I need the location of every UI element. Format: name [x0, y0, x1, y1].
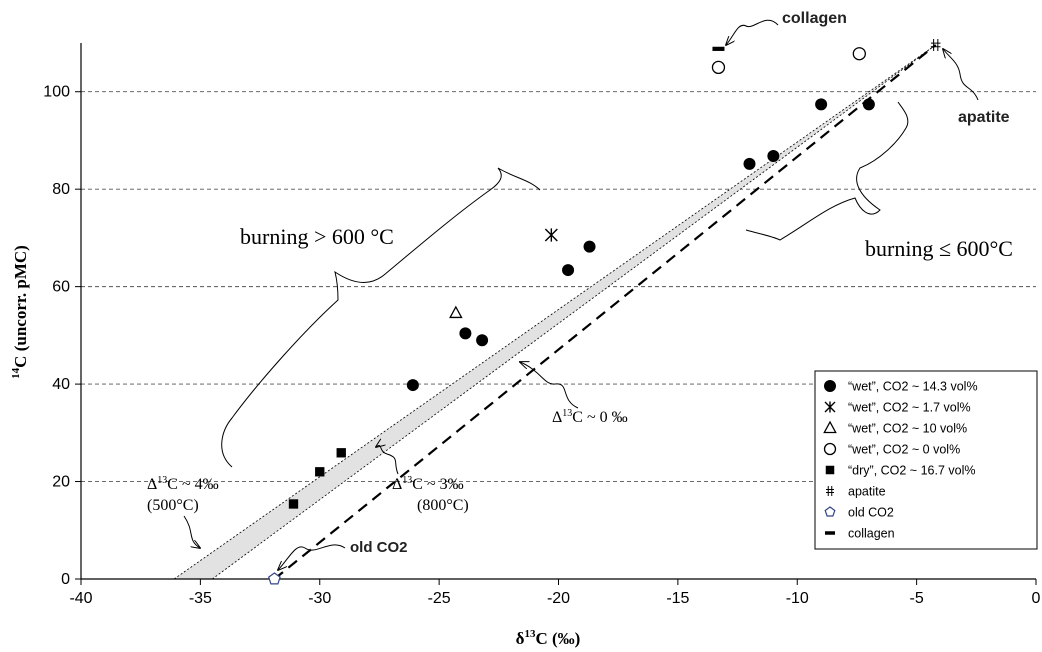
reference-lines	[173, 44, 937, 580]
legend-marker	[825, 531, 835, 535]
legend-marker	[824, 506, 836, 517]
x-tick-label: -40	[69, 590, 92, 607]
legend-marker	[824, 401, 836, 413]
legend-label: “wet”, CO2 ~ 10 vol%	[848, 422, 967, 436]
delta4-arrow	[183, 515, 200, 548]
data-point	[862, 98, 875, 111]
old-co2-arrow	[278, 544, 346, 570]
annotations: collagen apatite old CO2 burning > 600 °…	[147, 10, 1013, 570]
data-point	[476, 334, 489, 347]
y-tick-label: 20	[52, 474, 70, 491]
data-point	[815, 98, 828, 111]
collagen-arrow	[726, 19, 779, 45]
collagen-label: collagen	[782, 10, 847, 27]
x-tick-label: -20	[547, 590, 570, 607]
x-tick-label: -15	[666, 590, 689, 607]
legend-label: “dry”, CO2 ~ 16.7 vol%	[848, 464, 975, 478]
data-point	[315, 467, 325, 477]
data-point	[852, 47, 866, 61]
data-point	[459, 327, 472, 340]
x-tick-label: 0	[1032, 590, 1041, 607]
data-point	[267, 572, 281, 585]
tick-labels: -40 -35 -30 -25 -20 -15 -10 -5 0 0 20 40 60 80 100	[43, 84, 1040, 607]
data-point	[336, 448, 346, 458]
reference-line-0	[273, 44, 937, 580]
data-point	[544, 228, 558, 242]
reference-line-2	[173, 44, 936, 580]
legend-marker	[824, 380, 836, 392]
burning-low-label: burning ≤ 600°C	[865, 236, 1013, 261]
legend-label: collagen	[848, 527, 895, 541]
legend: “wet”, CO2 ~ 14.3 vol% “wet”, CO2 ~ 1.7 v…	[814, 370, 1038, 550]
x-tick-label: -10	[786, 590, 809, 607]
x-tick-label: -30	[308, 590, 331, 607]
burning-high-label: burning > 600 °C	[240, 224, 394, 249]
legend-label: old CO2	[848, 506, 894, 520]
data-point	[406, 379, 419, 392]
legend-label: “wet”, CO2 ~ 14.3 vol%	[848, 380, 978, 394]
delta0-arrow	[520, 362, 579, 409]
data-point	[930, 38, 941, 51]
legend-label: “wet”, CO2 ~ 1.7 vol%	[848, 401, 971, 415]
y-tick-label: 0	[61, 571, 70, 588]
legend-marker	[826, 486, 834, 496]
burning-high-brace	[221, 167, 541, 468]
y-tick-label: 40	[52, 376, 70, 393]
delta3-temp-label: (800°C)	[417, 497, 469, 514]
x-tick-label: -25	[428, 590, 451, 607]
data-point	[712, 46, 725, 51]
y-axis-title: 14C (uncorr. pMC)	[10, 245, 30, 379]
legend-marker	[823, 442, 837, 456]
data-point	[767, 150, 780, 163]
apatite-label: apatite	[958, 109, 1010, 126]
x-tick-label: -5	[910, 590, 924, 607]
data-point	[711, 60, 726, 75]
legend-label: “wet”, CO2 ~ 0 vol%	[848, 443, 960, 457]
data-point	[743, 157, 756, 170]
data-point	[449, 305, 463, 319]
data-point	[583, 240, 596, 253]
delta4-label: Δ13C ~ 4‰	[147, 475, 219, 493]
data-points	[267, 38, 941, 585]
data-point	[562, 264, 575, 277]
delta3-arrow	[376, 446, 399, 475]
burning-low-brace	[745, 101, 909, 241]
y-tick-label: 100	[43, 84, 70, 101]
legend-box	[814, 370, 1038, 550]
old-co2-label: old CO2	[350, 539, 408, 556]
delta0-label: Δ13C ~ 0 ‰	[552, 408, 628, 426]
delta4-temp-label: (500°C)	[147, 497, 199, 514]
data-point	[288, 499, 299, 509]
legend-marker	[823, 420, 837, 434]
reference-line-1	[212, 44, 936, 580]
y-tick-label: 60	[52, 279, 70, 296]
y-tick-label: 80	[52, 181, 70, 198]
apatite-arrow	[943, 49, 979, 101]
legend-marker	[825, 465, 835, 475]
x-axis-title: δ13C (‰)	[516, 628, 581, 648]
legend-label: apatite	[848, 485, 886, 499]
delta3-label: Δ13C ~ 3‰	[392, 475, 464, 493]
x-tick-label: -35	[189, 590, 212, 607]
